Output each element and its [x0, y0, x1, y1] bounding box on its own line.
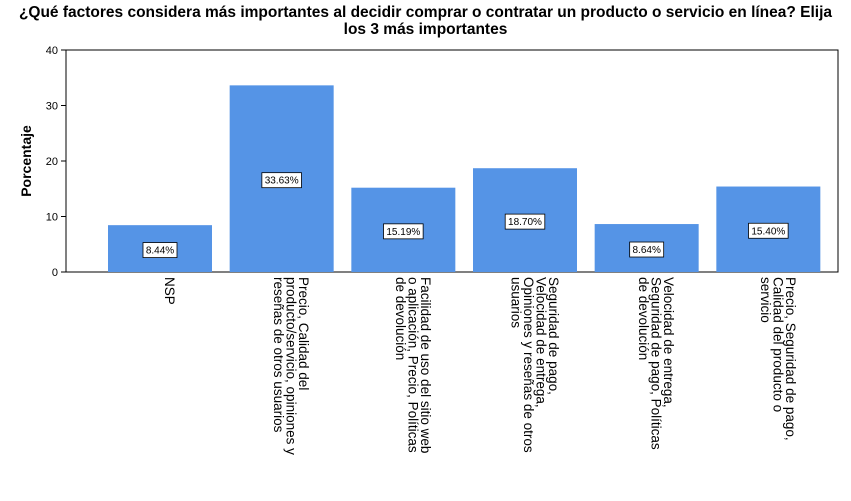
x-category-label-line: producto/servicio, opiniones y [284, 277, 299, 455]
x-category-label: Precio, Seguridad de pago,Calidad del pr… [758, 277, 798, 441]
x-category-label: Velocidad de entrega,Seguridad de pago, … [636, 277, 676, 450]
data-label-box [383, 223, 424, 240]
x-category-label: Seguridad de pago,Velocidad de entrega,O… [508, 277, 561, 453]
x-category-label-line: de devolución [393, 277, 408, 360]
data-label-box [748, 222, 789, 239]
x-category-label-line: servicio [758, 277, 773, 323]
x-category-label-line: usuarios [508, 277, 523, 328]
y-axis-label: Porcentaje [18, 125, 34, 197]
x-category-label: NSP [162, 277, 177, 305]
data-label-box [261, 172, 302, 189]
y-tick-label: 40 [46, 45, 58, 57]
y-tick-label: 10 [46, 212, 58, 224]
data-label: 8.44% [146, 246, 174, 257]
x-category-label-line: Calidad del producto o [770, 277, 785, 412]
x-category-label-line: Precio, Calidad del [296, 277, 311, 390]
x-category-label-line: Facilidad de uso del sitio web [418, 277, 433, 453]
x-category-label-line: Precio, Seguridad de pago, [783, 277, 798, 441]
x-category-label-line: Seguridad de pago, Políticas [649, 277, 664, 450]
y-tick-label: 0 [52, 267, 58, 279]
data-label: 15.19% [386, 227, 420, 238]
y-tick-label: 30 [46, 101, 58, 113]
data-label-box [629, 241, 665, 258]
x-category-label-line: de devolución [636, 277, 651, 360]
x-category-label-line: Opiniones y reseñas de otros [521, 277, 536, 453]
x-category-label-line: Seguridad de pago, [546, 277, 561, 395]
data-label-box [504, 213, 546, 230]
x-category-label-line: Velocidad de entrega, [661, 277, 676, 408]
x-category-label-line: reseñas de otros usuarios [271, 277, 286, 433]
data-label: 8.64% [632, 245, 660, 256]
x-category-label-line: Velocidad de entrega, [533, 277, 548, 408]
y-tick-label: 20 [46, 156, 58, 168]
data-label: 15.40% [751, 226, 785, 237]
x-category-label-line: NSP [162, 277, 177, 305]
data-label-box [142, 242, 178, 258]
chart-title: ¿Qué factores considera más importantes … [18, 4, 833, 38]
x-category-label-line: o aplicación, Precio, Políticas [405, 277, 420, 453]
data-label: 33.63% [265, 176, 299, 187]
data-label: 18.70% [508, 217, 542, 228]
